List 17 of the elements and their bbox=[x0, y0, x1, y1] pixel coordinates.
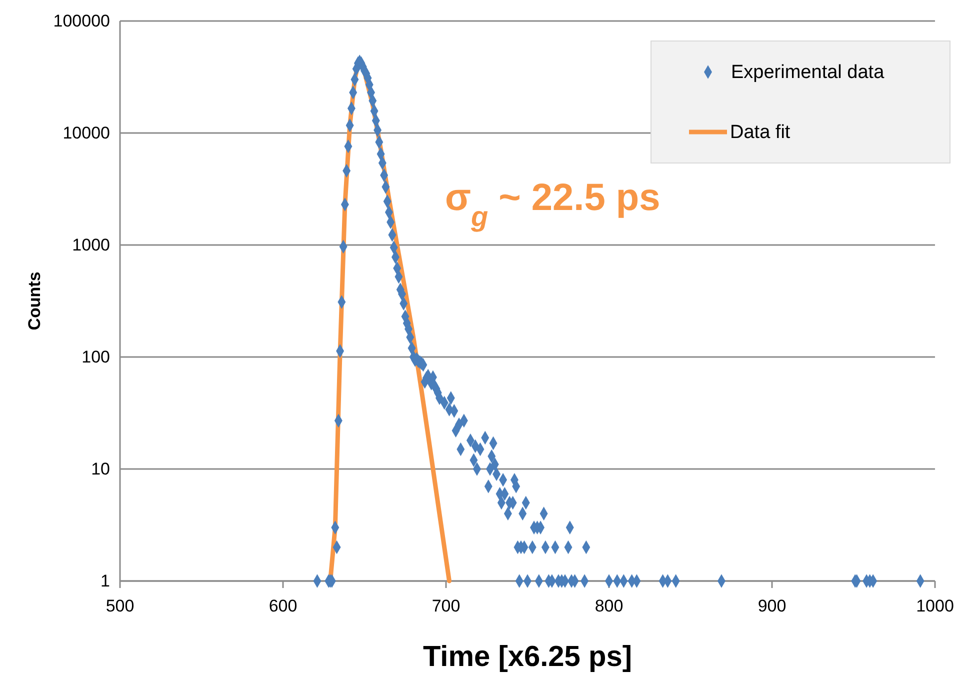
y-tick-label: 1000 bbox=[72, 235, 110, 254]
x-tick-label: 700 bbox=[432, 596, 460, 616]
x-tick-label: 1000 bbox=[916, 596, 954, 616]
y-tick-label: 100 bbox=[82, 347, 110, 366]
y-tick-label: 10 bbox=[91, 459, 110, 478]
x-axis-title: Time [x6.25 ps] bbox=[422, 641, 632, 673]
legend-label: Data fit bbox=[730, 122, 791, 143]
x-tick-label: 600 bbox=[268, 596, 298, 616]
x-tick-label: 500 bbox=[106, 596, 134, 616]
y-tick-label: 1 bbox=[100, 571, 110, 590]
x-tick-label: 900 bbox=[758, 596, 786, 616]
y-tick-label: 100000 bbox=[53, 11, 110, 30]
y-tick-label: 10000 bbox=[62, 123, 110, 142]
y-axis-title: Counts bbox=[25, 272, 44, 330]
annotation: σ$_{g}$ ~ 22.5 ps bbox=[445, 177, 660, 232]
x-tick-label: 800 bbox=[594, 596, 624, 616]
legend-label: Experimental data bbox=[731, 62, 885, 83]
